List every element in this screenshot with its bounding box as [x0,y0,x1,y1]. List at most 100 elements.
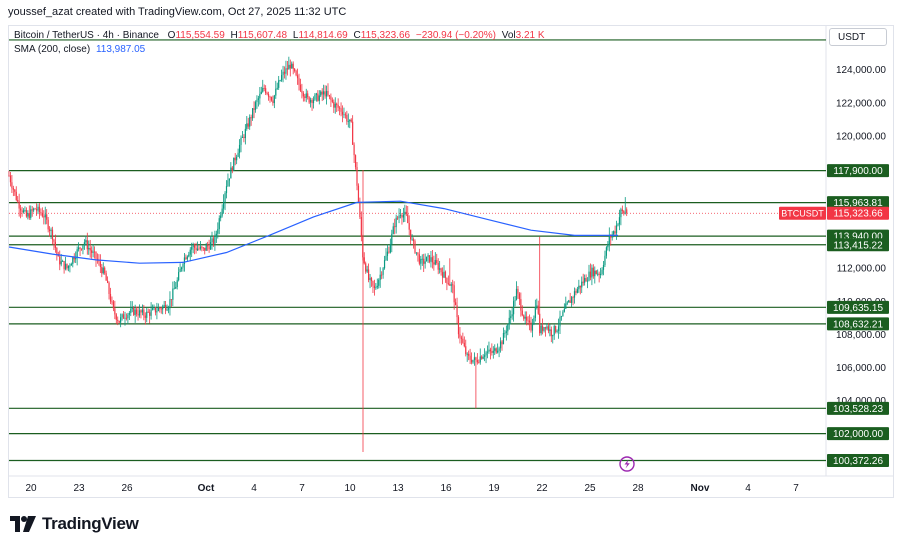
candle-body [489,349,491,352]
candle-body [136,309,138,315]
last-price-box [827,206,889,220]
candle-body [85,240,87,243]
candle-body [166,309,168,311]
time-tick-label: 7 [793,483,799,494]
last-price-marker: BTCUSDT 115,323.66 [779,206,889,220]
candle-body [386,251,389,256]
candle-body [614,231,616,234]
candle-body [305,93,307,98]
candle-body [520,299,522,311]
chart-frame [8,25,894,498]
candle-body [505,331,507,333]
candle-body [457,317,460,335]
candle-body [486,351,489,353]
candle-body [92,251,94,253]
high-label: H [230,30,238,41]
candle-body [566,302,568,304]
candle-body [122,314,125,319]
candle-body [63,261,65,270]
candle-body [399,215,402,216]
candle-body [331,99,333,102]
candle-body [584,278,586,283]
candle-body [436,260,438,263]
level-label-box [827,238,889,252]
candle-body [22,210,25,213]
price-tick-label: 108,000.00 [836,330,886,341]
candle-body [69,265,71,267]
candle-body [172,288,174,300]
candle-body [159,307,161,309]
candle-body [91,250,93,253]
candle-body [582,281,584,283]
candle-body [128,312,130,315]
candle-body [613,231,615,235]
candle-body [469,355,471,360]
candle-body [465,346,467,355]
candle-body [40,211,42,214]
candle-body [579,285,581,288]
candle-body [585,278,587,282]
level-label-text: 108,632.21 [833,319,883,330]
candle-body [368,269,370,280]
candle-body [340,108,342,112]
candle-body [517,288,519,294]
candle-body [392,226,394,234]
candle-body [415,252,418,254]
candle-body [111,301,113,303]
ohlc-legend: Bitcoin / TetherUS · 4h · Binance O115,5… [14,30,545,41]
candle-body [617,224,619,226]
sma-legend[interactable]: SMA (200, close) 113,987.05 [14,44,145,55]
tradingview-logo[interactable]: TradingView [10,514,139,534]
candle-body [431,257,433,263]
currency-button[interactable]: USDT [829,28,887,46]
sma-value: 113,987.05 [95,44,146,55]
candle-body [99,261,101,268]
candle-body [35,209,38,211]
candle-body [276,87,278,89]
candle-body [360,217,362,237]
candle-body [115,314,117,320]
candle-body [173,288,175,290]
candle-body [121,314,123,318]
candle-body [546,326,548,329]
candle-body [478,362,480,364]
candle-body [93,251,96,253]
candle-body [283,71,286,74]
candle-body [183,257,186,264]
candle-body [237,152,239,157]
candle-body [484,355,486,357]
candle-body [440,268,442,273]
candle-body [157,307,159,311]
candle-body [170,299,172,301]
candle-body [24,210,26,211]
volume-value: 3.21 K [515,30,545,41]
candle-body [199,246,201,249]
candle-body [347,121,349,123]
candle-body [394,226,396,228]
candle-body [527,320,529,322]
time-tick-label: 19 [488,483,500,494]
candle-body [366,269,368,272]
candle-body [112,301,114,309]
symbol-tag [779,206,826,220]
candle-body [330,96,332,100]
candle-body [198,248,200,250]
candle-body [488,349,490,352]
candle-body [604,255,606,266]
candle-body [220,215,222,219]
candle-body [362,236,364,258]
candle-body [531,324,534,331]
candle-body [321,91,323,95]
candle-body [43,216,45,218]
candle-body [597,273,599,275]
flash-icon[interactable] [619,456,635,472]
candle-body [315,93,317,95]
candle-body [543,327,545,331]
candle-body [118,320,120,323]
candle-body [215,233,217,237]
candle-body [233,157,235,171]
level-label-text: 115,963.81 [833,198,883,209]
candle-body [560,316,563,317]
candle-body [417,252,419,255]
